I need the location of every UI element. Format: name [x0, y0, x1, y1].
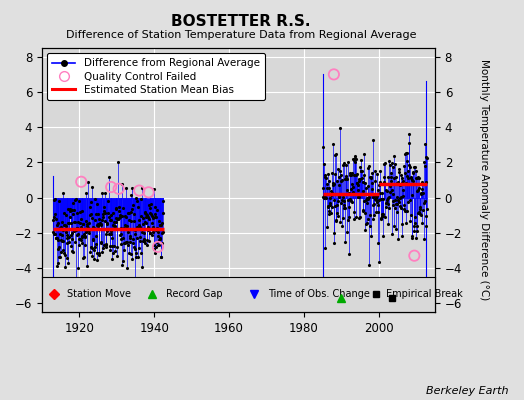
- Point: [107, 184, 115, 190]
- Point: [410, 252, 419, 259]
- Legend: Difference from Regional Average, Quality Control Failed, Estimated Station Mean: Difference from Regional Average, Qualit…: [47, 53, 265, 100]
- Point: [114, 186, 123, 192]
- Text: Berkeley Earth: Berkeley Earth: [426, 386, 508, 396]
- Y-axis label: Monthly Temperature Anomaly Difference (°C): Monthly Temperature Anomaly Difference (…: [479, 59, 489, 301]
- Point: [77, 178, 85, 185]
- Point: [145, 189, 153, 196]
- Point: [154, 244, 162, 250]
- Point: [135, 187, 144, 194]
- Text: BOSTETTER R.S.: BOSTETTER R.S.: [171, 14, 311, 29]
- Point: [330, 71, 338, 78]
- Text: Difference of Station Temperature Data from Regional Average: Difference of Station Temperature Data f…: [66, 30, 416, 40]
